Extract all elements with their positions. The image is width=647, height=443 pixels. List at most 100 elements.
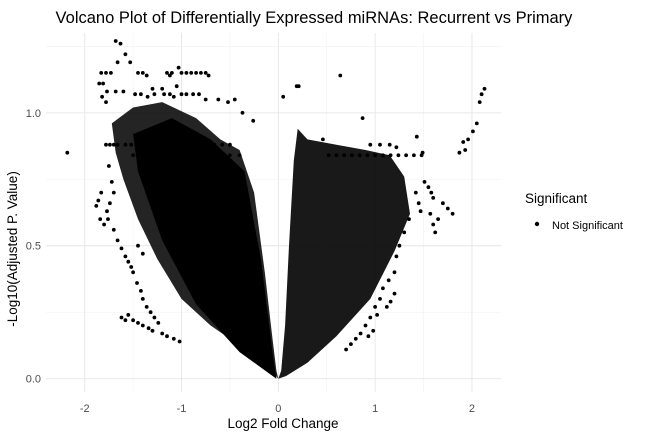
data-point bbox=[392, 291, 397, 296]
data-point bbox=[126, 259, 131, 264]
data-point bbox=[106, 217, 110, 222]
data-point bbox=[474, 121, 479, 126]
data-point bbox=[397, 243, 402, 248]
data-point bbox=[136, 71, 140, 75]
data-point bbox=[123, 318, 128, 323]
x-axis-ticks: -2 -1 0 1 2 bbox=[80, 403, 475, 415]
data-point bbox=[226, 100, 230, 104]
data-point bbox=[349, 342, 353, 346]
data-point bbox=[170, 153, 174, 158]
data-point bbox=[131, 153, 136, 158]
data-point bbox=[160, 153, 165, 158]
data-point bbox=[344, 347, 348, 352]
data-point bbox=[148, 310, 153, 315]
data-point bbox=[194, 71, 199, 75]
data-point bbox=[111, 190, 116, 195]
data-point bbox=[342, 153, 347, 158]
data-point bbox=[108, 142, 112, 147]
data-point bbox=[65, 150, 70, 155]
data-point bbox=[181, 142, 186, 147]
data-point bbox=[105, 209, 109, 214]
data-point bbox=[450, 211, 455, 216]
data-point bbox=[392, 270, 397, 275]
data-point bbox=[373, 305, 377, 309]
data-point bbox=[119, 315, 124, 320]
data-point bbox=[184, 71, 189, 75]
data-point bbox=[109, 180, 114, 184]
data-point bbox=[174, 84, 179, 89]
data-point bbox=[412, 153, 416, 158]
data-point bbox=[111, 227, 116, 232]
data-point bbox=[108, 201, 112, 206]
data-point bbox=[140, 153, 145, 158]
data-point bbox=[407, 217, 411, 222]
data-point bbox=[208, 153, 213, 158]
data-point bbox=[104, 71, 108, 75]
data-point bbox=[431, 222, 436, 227]
data-point bbox=[441, 201, 445, 206]
data-point bbox=[171, 94, 176, 99]
data-point bbox=[115, 60, 120, 65]
data-point bbox=[358, 331, 363, 336]
x-tick-label: 2 bbox=[469, 403, 475, 415]
data-point bbox=[479, 92, 484, 97]
data-point bbox=[140, 71, 145, 75]
data-point bbox=[115, 142, 120, 147]
data-point bbox=[477, 100, 482, 104]
data-point bbox=[136, 142, 140, 147]
data-point bbox=[179, 92, 184, 97]
data-point bbox=[212, 142, 217, 147]
data-point bbox=[240, 110, 245, 115]
data-point bbox=[375, 313, 379, 317]
x-tick-label: 1 bbox=[372, 403, 378, 415]
data-point bbox=[136, 243, 140, 248]
data-point bbox=[365, 153, 370, 158]
x-tick-label: -1 bbox=[177, 403, 187, 415]
data-point bbox=[457, 150, 462, 155]
x-tick-label: -2 bbox=[80, 403, 90, 415]
y-tick-label: 1.0 bbox=[26, 108, 41, 120]
data-point bbox=[119, 246, 124, 251]
data-point bbox=[203, 71, 208, 75]
data-point bbox=[428, 211, 433, 216]
data-point bbox=[402, 230, 407, 235]
y-tick-label: 0.5 bbox=[26, 241, 41, 253]
data-point bbox=[381, 153, 385, 158]
legend-key-not-significant bbox=[534, 221, 540, 227]
data-point bbox=[173, 142, 178, 147]
data-point bbox=[140, 251, 145, 256]
data-point bbox=[388, 299, 393, 304]
data-point bbox=[135, 281, 139, 285]
data-point-cloud bbox=[111, 102, 410, 379]
data-point bbox=[104, 100, 108, 104]
data-point bbox=[150, 153, 155, 158]
data-point bbox=[237, 153, 242, 158]
data-point bbox=[471, 129, 475, 134]
data-point bbox=[386, 278, 391, 283]
data-point bbox=[366, 334, 371, 339]
data-point bbox=[156, 321, 161, 325]
data-point bbox=[206, 73, 211, 78]
data-point bbox=[189, 71, 194, 75]
data-point bbox=[158, 142, 163, 147]
data-point bbox=[388, 153, 393, 158]
data-point bbox=[139, 92, 143, 97]
data-point bbox=[429, 190, 434, 195]
data-point bbox=[99, 71, 104, 75]
data-point bbox=[445, 206, 450, 211]
data-point bbox=[98, 217, 103, 222]
data-point bbox=[368, 315, 373, 320]
data-point bbox=[144, 305, 149, 309]
data-point bbox=[482, 86, 487, 91]
data-point bbox=[371, 328, 376, 333]
data-point bbox=[179, 153, 184, 158]
data-point bbox=[197, 142, 201, 147]
data-point bbox=[373, 153, 377, 158]
data-point bbox=[363, 323, 368, 328]
data-point bbox=[357, 153, 362, 158]
data-point bbox=[129, 265, 134, 269]
data-point bbox=[150, 86, 155, 91]
data-point bbox=[128, 60, 133, 65]
data-point bbox=[179, 71, 184, 75]
